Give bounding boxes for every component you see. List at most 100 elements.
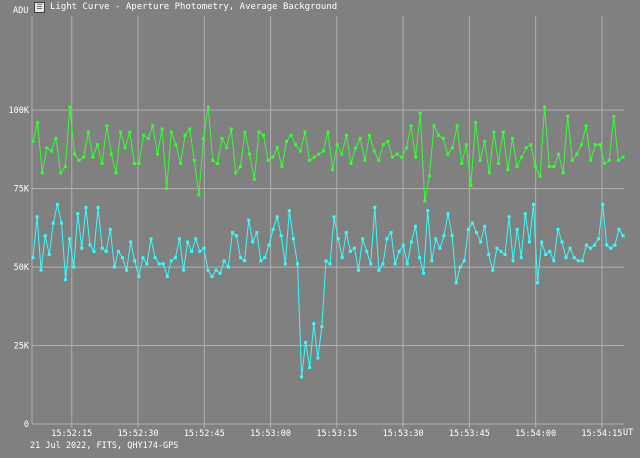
data-point	[437, 133, 441, 137]
x-tick-label: 15:54:15	[581, 429, 622, 439]
data-point	[279, 234, 283, 238]
data-point	[125, 268, 129, 272]
data-point	[230, 231, 234, 235]
data-point	[151, 124, 155, 128]
data-point	[609, 246, 613, 250]
data-point	[369, 262, 373, 266]
data-point	[186, 240, 190, 244]
data-point	[123, 146, 127, 150]
data-point	[238, 165, 242, 169]
data-point	[603, 162, 607, 165]
data-point	[511, 259, 515, 263]
data-point	[352, 246, 356, 250]
data-point	[149, 237, 153, 241]
data-point	[335, 143, 339, 147]
data-point	[192, 158, 196, 162]
data-point	[60, 221, 63, 225]
data-point	[72, 265, 76, 269]
data-point	[137, 162, 141, 165]
series-line-2	[32, 204, 624, 377]
data-point	[561, 171, 565, 175]
data-point	[446, 152, 450, 156]
data-point	[340, 152, 344, 156]
data-point	[183, 133, 187, 137]
data-point	[409, 124, 413, 128]
data-point	[76, 212, 80, 216]
x-tick-label: 15:54:00	[515, 429, 556, 439]
data-point	[575, 152, 579, 156]
data-point	[607, 158, 611, 162]
data-point	[593, 143, 597, 147]
data-point	[547, 165, 551, 169]
data-point	[178, 237, 181, 241]
light-curve-app-icon[interactable]: ☰	[34, 2, 45, 13]
data-point	[548, 249, 552, 253]
data-point	[104, 249, 108, 253]
data-point	[464, 143, 468, 147]
data-point	[361, 237, 365, 241]
data-point	[492, 130, 496, 134]
data-point	[263, 256, 267, 260]
data-point	[88, 243, 92, 247]
data-point	[543, 105, 547, 109]
data-point	[442, 234, 446, 238]
data-point	[182, 268, 186, 272]
data-point	[324, 259, 328, 263]
data-point	[381, 143, 385, 147]
data-point	[133, 259, 137, 263]
data-point	[312, 155, 316, 159]
data-point	[566, 114, 570, 118]
x-tick-label: 15:52:30	[118, 429, 159, 439]
data-point	[121, 256, 124, 260]
data-point	[418, 111, 422, 115]
data-point	[43, 234, 47, 238]
data-point	[169, 259, 173, 263]
data-point	[478, 158, 482, 162]
y-tick-label: 0	[24, 420, 29, 430]
data-point	[202, 246, 206, 250]
data-point	[363, 158, 367, 162]
data-point	[515, 165, 519, 169]
data-point	[497, 162, 500, 165]
data-point	[303, 130, 307, 134]
data-point	[128, 130, 132, 134]
data-point	[621, 155, 625, 159]
data-point	[54, 136, 58, 140]
data-point	[451, 146, 454, 150]
x-tick-label: 15:53:45	[449, 429, 490, 439]
data-point	[527, 240, 531, 244]
data-point	[188, 127, 192, 131]
data-point	[145, 262, 149, 266]
data-point	[300, 375, 304, 379]
data-point	[40, 171, 44, 175]
data-point	[469, 184, 473, 187]
data-point	[332, 215, 336, 219]
data-point	[218, 271, 222, 275]
data-point	[438, 246, 442, 250]
data-point	[45, 146, 49, 150]
data-point	[239, 256, 242, 260]
data-point	[404, 146, 408, 150]
data-point	[116, 249, 120, 253]
y-tick-label: 75K	[14, 185, 30, 195]
data-point	[91, 155, 95, 159]
data-point	[446, 212, 450, 216]
x-tick-label: 15:53:00	[250, 429, 291, 439]
data-point	[169, 130, 173, 134]
data-point	[86, 130, 90, 134]
data-point	[197, 193, 201, 197]
data-point	[470, 221, 474, 225]
data-point	[210, 275, 214, 278]
data-point	[206, 268, 210, 272]
data-point	[523, 212, 527, 216]
data-point	[538, 174, 542, 178]
data-point	[156, 152, 159, 156]
data-point	[252, 177, 256, 181]
data-point	[589, 158, 593, 162]
data-point	[47, 253, 51, 256]
data-point	[308, 366, 312, 369]
data-point	[222, 259, 226, 263]
data-point	[68, 237, 72, 241]
data-point	[401, 243, 405, 247]
data-point	[344, 133, 348, 137]
